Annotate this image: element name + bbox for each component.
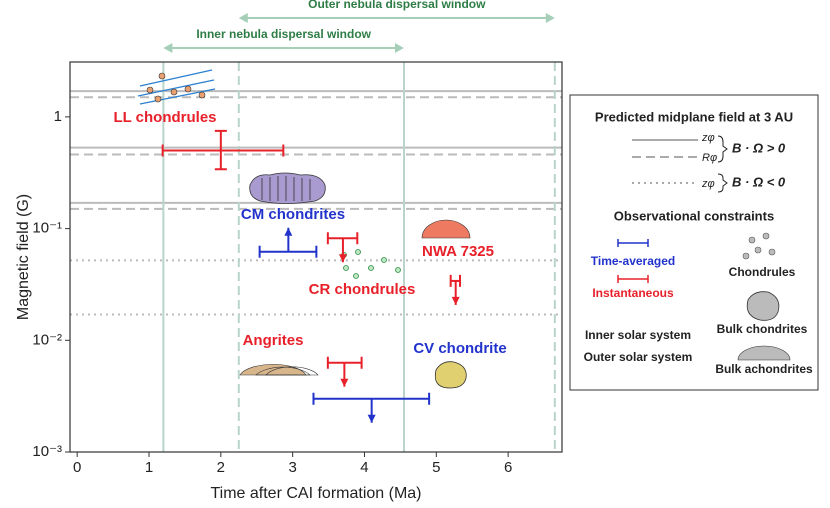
cv-icon xyxy=(434,361,467,389)
legend-label: Inner solar system xyxy=(585,328,691,342)
range-caps xyxy=(326,356,363,369)
plot-layer xyxy=(70,62,562,452)
x-tick-label: 3 xyxy=(288,459,296,476)
arrow-head xyxy=(284,227,293,236)
measurement-label: NWA 7325 xyxy=(422,243,494,260)
arrow-head xyxy=(338,254,347,263)
range-caps xyxy=(258,245,318,258)
legend-title: Predicted midplane field at 3 AU xyxy=(595,109,793,124)
legend-achondrite xyxy=(737,345,791,361)
y-axis-label: Magnetic field (G) xyxy=(15,194,32,320)
ll-chondrule-icon xyxy=(137,69,216,105)
legend-subtitle: Observational constraints xyxy=(614,208,774,223)
range-caps xyxy=(312,392,431,405)
legend-label: Time-averaged xyxy=(591,254,676,268)
y-tick-label: 10⁻³ xyxy=(32,443,62,460)
legend: Predicted midplane field at 3 AU zφ Rφ B… xyxy=(569,94,819,391)
y-caps xyxy=(214,129,227,171)
legend-red-bar xyxy=(617,275,649,283)
nwa-icon xyxy=(421,219,471,239)
legend-label: Bulk achondrites xyxy=(715,362,813,376)
x-tick-label: 4 xyxy=(360,459,368,476)
range-caps xyxy=(161,144,285,157)
window-label: Outer nebula dispersal window xyxy=(308,0,486,11)
x-tick-label: 2 xyxy=(217,459,225,476)
range-caps xyxy=(326,232,359,245)
plot-frame xyxy=(69,61,563,453)
cm-chondrite-icon xyxy=(249,172,326,204)
legend-label: Chondrules xyxy=(729,265,796,279)
legend-label: Instantaneous xyxy=(592,286,674,300)
angrite-icon xyxy=(239,364,319,376)
measurement-label: CV chondrite xyxy=(413,340,506,357)
x-tick-label: 6 xyxy=(504,459,512,476)
x-axis-label: Time after CAI formation (Ma) xyxy=(210,485,421,502)
y-tick-label: 10⁻¹ xyxy=(32,220,62,237)
range-caps xyxy=(449,274,462,287)
brace xyxy=(717,173,728,193)
legend-label: zφ xyxy=(701,132,715,144)
measurement-label: CM chondrites xyxy=(241,206,345,223)
legend-chondrules xyxy=(742,232,776,260)
cr-chondrule-icon xyxy=(341,249,401,279)
window-label: Inner nebula dispersal window xyxy=(196,27,371,41)
x-tick-label: 1 xyxy=(145,459,153,476)
arrow-head xyxy=(451,296,460,305)
measurement-label: CR chondrules xyxy=(309,281,416,298)
x-tick-label: 5 xyxy=(432,459,440,476)
legend-bulk-chondrite xyxy=(746,291,780,321)
legend-blue-bar xyxy=(617,239,649,247)
legend-label: B · Ω > 0 xyxy=(732,140,786,155)
arrow-head xyxy=(340,378,349,387)
arrow-head xyxy=(367,414,376,423)
brace xyxy=(717,135,728,163)
y-tick-label: 10⁻² xyxy=(32,331,62,348)
legend-label: Rφ xyxy=(702,152,717,164)
measurement-label: LL chondrules xyxy=(113,109,216,126)
measurement-label: Angrites xyxy=(243,332,304,349)
legend-label: zφ xyxy=(701,178,715,190)
legend-label: Outer solar system xyxy=(584,350,693,364)
y-tick-label: 1 xyxy=(54,108,62,125)
legend-label: B · Ω < 0 xyxy=(732,174,786,189)
x-tick-label: 0 xyxy=(73,459,81,476)
legend-label: Bulk chondrites xyxy=(717,322,808,336)
legend-box xyxy=(569,94,819,391)
